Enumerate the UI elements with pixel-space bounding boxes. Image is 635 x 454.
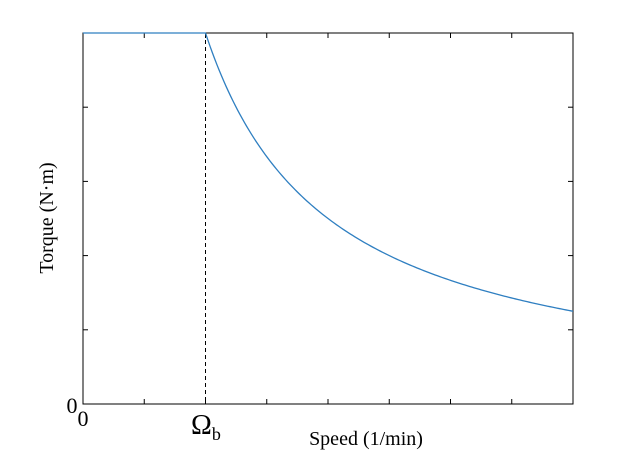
x-axis-label: Speed (1/min) bbox=[309, 428, 423, 450]
series-layer bbox=[83, 32, 574, 312]
omega-subscript: b bbox=[212, 424, 221, 444]
tick-marks bbox=[82, 32, 574, 405]
x-tick-label-0: 0 bbox=[78, 406, 89, 431]
torque-curve-line-0 bbox=[83, 32, 574, 312]
base-speed-label: Ωb bbox=[191, 410, 221, 444]
y-tick-label-0: 0 bbox=[67, 393, 78, 418]
omega-symbol: Ω bbox=[191, 410, 212, 441]
y-axis-label: Torque (N·m) bbox=[36, 162, 58, 273]
